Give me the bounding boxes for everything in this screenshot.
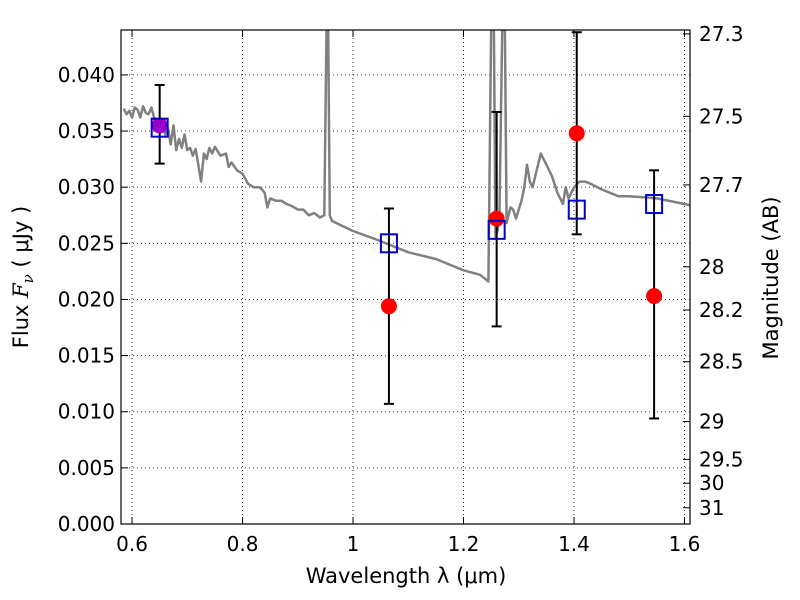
model-point bbox=[645, 194, 664, 215]
y-tick-label: 0.020 bbox=[58, 287, 115, 311]
y-tick-label: 0.040 bbox=[58, 63, 115, 87]
x-tick-label: 1.6 bbox=[669, 532, 701, 556]
observed-point bbox=[488, 210, 505, 227]
y-tick-label: 0.030 bbox=[58, 175, 115, 199]
y2-tick-label: 28 bbox=[699, 255, 724, 279]
y2-tick-label: 27.3 bbox=[699, 22, 744, 46]
model-point bbox=[487, 219, 506, 240]
observed-point bbox=[380, 298, 397, 315]
model-point bbox=[567, 199, 586, 220]
y-tick-label: 0.035 bbox=[58, 119, 115, 143]
y-tick-label: 0.010 bbox=[58, 400, 115, 424]
y2-tick-label: 29.5 bbox=[699, 447, 744, 471]
spectrum-layer bbox=[122, 30, 690, 283]
y2-tick-label: 28.5 bbox=[699, 350, 744, 374]
observed-point bbox=[646, 288, 663, 305]
x-tick-label: 1.2 bbox=[448, 532, 480, 556]
y-tick-label: 0.000 bbox=[58, 512, 115, 536]
x-tick-label: 0.6 bbox=[116, 532, 148, 556]
y2-tick-label: 29 bbox=[699, 410, 724, 434]
spectrum-line bbox=[122, 30, 690, 283]
y-axis-title-subscript: ν bbox=[19, 274, 37, 283]
y2-axis-title: Magnitude (AB) bbox=[759, 196, 783, 359]
y2-tick-label: 31 bbox=[699, 496, 724, 520]
observed-point bbox=[151, 117, 168, 134]
y-tick-label: 0.005 bbox=[58, 456, 115, 480]
x-axis-title: Wavelength λ (μm) bbox=[306, 564, 507, 588]
y2-tick-label: 30 bbox=[699, 471, 724, 495]
y-axis-title-symbol: F bbox=[9, 282, 33, 299]
y-tick-label: 0.025 bbox=[58, 231, 115, 255]
x-tick-label: 1.4 bbox=[558, 532, 590, 556]
y2-tick-label: 27.7 bbox=[699, 173, 744, 197]
points-layer bbox=[150, 31, 664, 420]
plot-frame bbox=[120, 29, 691, 525]
model-point bbox=[379, 233, 398, 254]
y-axis-title: Flux Fν ( μJy ) bbox=[9, 206, 37, 348]
model-point bbox=[150, 117, 169, 138]
x-tick-label: 1 bbox=[347, 532, 360, 556]
y2-tick-label: 28.2 bbox=[699, 298, 744, 322]
y-tick-label: 0.015 bbox=[58, 344, 115, 368]
x-tick-label: 0.8 bbox=[227, 532, 259, 556]
ticks-layer: 0.6 0.8 1 1.2 1.4 1.6 0.000 0.005 0.010 0.015 0.02… bbox=[58, 22, 744, 556]
observed-point bbox=[568, 125, 585, 142]
grid-layer bbox=[121, 30, 690, 524]
y-axis-title-prefix: Flux bbox=[9, 298, 33, 348]
y2-tick-label: 27.5 bbox=[699, 104, 744, 128]
y-axis-title-suffix: ( μJy ) bbox=[9, 206, 33, 274]
